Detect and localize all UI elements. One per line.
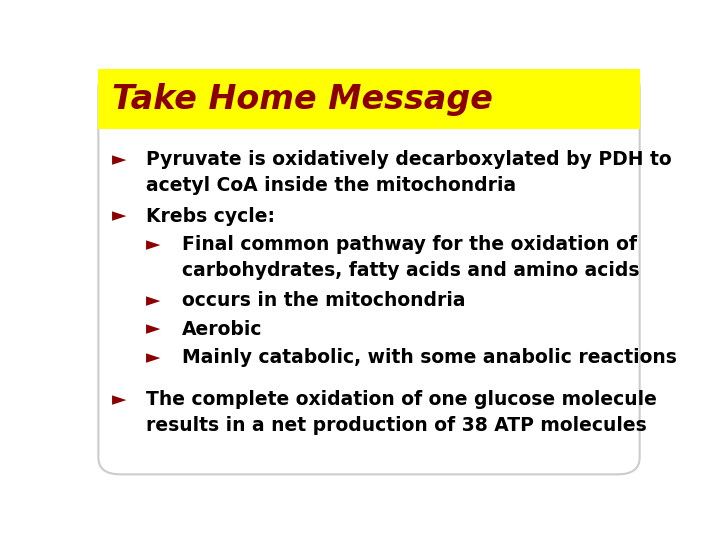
Text: acetyl CoA inside the mitochondria: acetyl CoA inside the mitochondria [145,176,516,195]
Text: Final common pathway for the oxidation of: Final common pathway for the oxidation o… [182,235,637,254]
Text: Mainly catabolic, with some anabolic reactions: Mainly catabolic, with some anabolic rea… [182,348,677,367]
Text: Aerobic: Aerobic [182,320,263,339]
Text: ►: ► [112,150,127,169]
Text: ►: ► [112,207,127,226]
Text: carbohydrates, fatty acids and amino acids: carbohydrates, fatty acids and amino aci… [182,261,639,280]
Text: ►: ► [145,235,160,254]
Text: Take Home Message: Take Home Message [112,83,493,116]
Text: ►: ► [112,390,127,409]
Text: ►: ► [145,320,160,339]
Text: Pyruvate is oxidatively decarboxylated by PDH to: Pyruvate is oxidatively decarboxylated b… [145,150,672,169]
Text: ►: ► [145,348,160,367]
Text: results in a net production of 38 ATP molecules: results in a net production of 38 ATP mo… [145,416,647,435]
Text: occurs in the mitochondria: occurs in the mitochondria [182,292,466,310]
FancyBboxPatch shape [99,71,639,474]
Bar [99,69,639,129]
Text: Krebs cycle:: Krebs cycle: [145,207,275,226]
Text: The complete oxidation of one glucose molecule: The complete oxidation of one glucose mo… [145,390,657,409]
Text: ►: ► [145,292,160,310]
